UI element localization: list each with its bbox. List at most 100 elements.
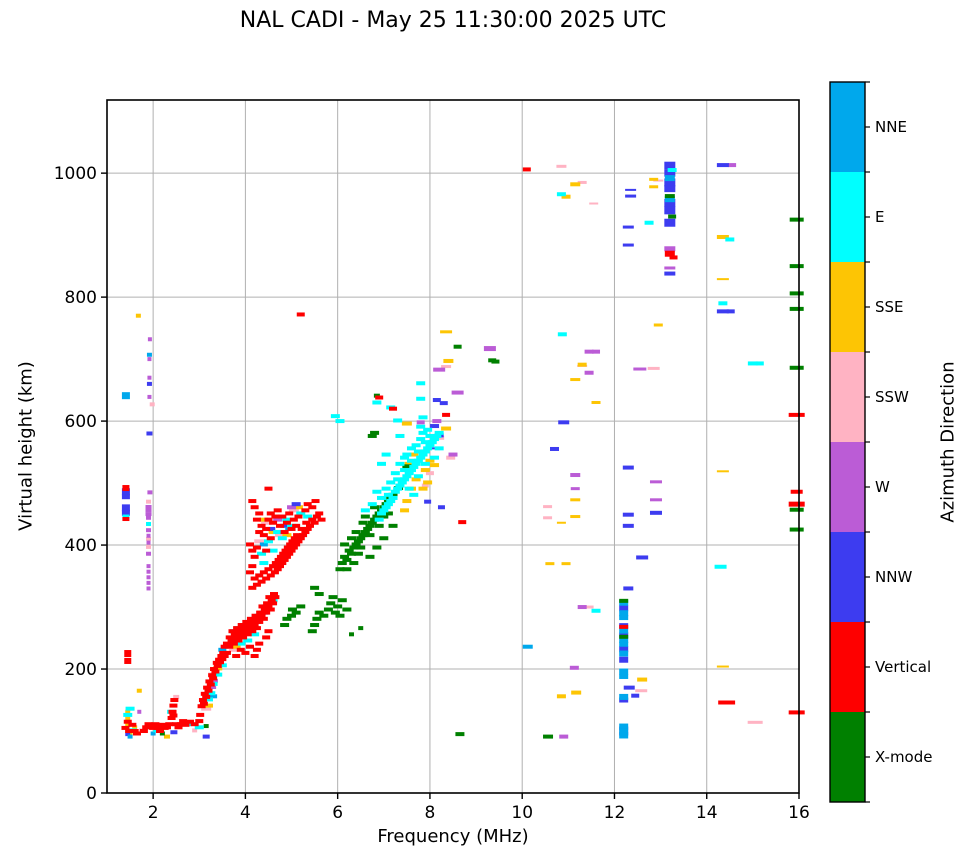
data-point: [330, 414, 340, 419]
data-point: [231, 644, 241, 649]
data-point: [146, 551, 152, 556]
x-tick-label: 14: [696, 803, 718, 823]
data-point: [649, 510, 662, 515]
data-point: [218, 657, 227, 662]
data-point: [168, 709, 177, 714]
data-point: [288, 539, 297, 544]
data-point: [402, 499, 412, 504]
data-point: [216, 660, 225, 665]
data-point: [246, 644, 255, 649]
data-point: [121, 725, 130, 730]
data-point: [227, 638, 236, 643]
data-point: [342, 607, 352, 612]
data-point: [416, 420, 425, 425]
data-point: [192, 728, 198, 733]
data-point: [619, 673, 629, 679]
data-point: [653, 323, 663, 327]
data-point: [255, 641, 264, 646]
data-point: [406, 468, 416, 473]
y-tick-label: 0: [86, 784, 97, 804]
data-point: [386, 480, 396, 485]
data-point: [297, 526, 306, 531]
data-point: [522, 167, 531, 172]
colorbar: NNE E SSE SSW W NNW Vertical X-mode: [829, 81, 932, 803]
data-point: [395, 461, 405, 466]
data-point: [619, 723, 629, 729]
data-point: [123, 719, 132, 724]
data-point: [282, 520, 291, 525]
data-point: [283, 545, 292, 550]
data-point: [280, 530, 289, 535]
data-point: [262, 576, 271, 581]
data-point: [591, 400, 601, 404]
data-point: [340, 554, 350, 559]
data-point: [349, 545, 359, 550]
data-point: [312, 514, 321, 519]
data-point: [287, 607, 297, 612]
data-point: [577, 362, 587, 367]
data-point: [664, 250, 675, 257]
data-point: [430, 463, 440, 468]
data-point: [196, 712, 205, 717]
data-point: [667, 168, 677, 173]
x-tick-label: 16: [788, 803, 810, 823]
data-point: [570, 473, 581, 478]
data-point: [374, 523, 384, 528]
data-point: [379, 536, 389, 541]
data-point: [292, 523, 301, 528]
data-point: [423, 427, 433, 432]
data-point: [409, 452, 419, 457]
data-point: [267, 598, 276, 603]
data-point: [747, 720, 763, 724]
data-point: [349, 632, 355, 637]
data-point: [561, 194, 571, 199]
data-point: [173, 694, 180, 699]
data-point: [315, 511, 324, 516]
data-point: [237, 623, 246, 628]
data-point: [383, 511, 393, 516]
data-point: [121, 494, 130, 500]
data-point: [147, 337, 152, 342]
data-point: [310, 585, 320, 590]
data-point: [230, 632, 239, 637]
data-point: [427, 440, 437, 445]
data-point: [644, 220, 654, 225]
data-point: [288, 508, 299, 513]
data-point: [190, 722, 199, 727]
data-point: [360, 514, 370, 519]
data-point: [153, 725, 162, 730]
data-point: [328, 595, 338, 600]
data-point: [344, 548, 354, 553]
colorbar-tick-label: SSE: [875, 298, 904, 316]
data-point: [421, 483, 429, 488]
data-point: [282, 616, 292, 621]
data-point: [623, 586, 634, 591]
data-point: [755, 361, 764, 366]
data-point: [169, 713, 178, 718]
data-point: [252, 626, 261, 631]
data-point: [342, 567, 352, 572]
data-point: [172, 722, 181, 727]
data-point: [123, 712, 133, 717]
data-point: [307, 629, 317, 634]
data-point: [430, 437, 440, 442]
data-point: [356, 536, 366, 541]
data-point: [372, 400, 382, 405]
data-point: [305, 523, 314, 528]
data-point: [211, 669, 220, 674]
data-point: [248, 629, 257, 634]
data-point: [270, 570, 279, 575]
y-tick-label: 1000: [54, 164, 97, 184]
data-point: [314, 592, 324, 597]
data-point: [250, 623, 259, 628]
data-point: [411, 443, 421, 448]
data-point: [254, 539, 265, 544]
data-point: [400, 477, 410, 482]
data-point: [420, 468, 430, 473]
data-point: [418, 430, 428, 435]
data-point: [277, 536, 287, 541]
data-point: [789, 217, 804, 222]
data-point: [261, 520, 272, 525]
data-point: [584, 349, 594, 354]
data-point: [725, 237, 735, 242]
